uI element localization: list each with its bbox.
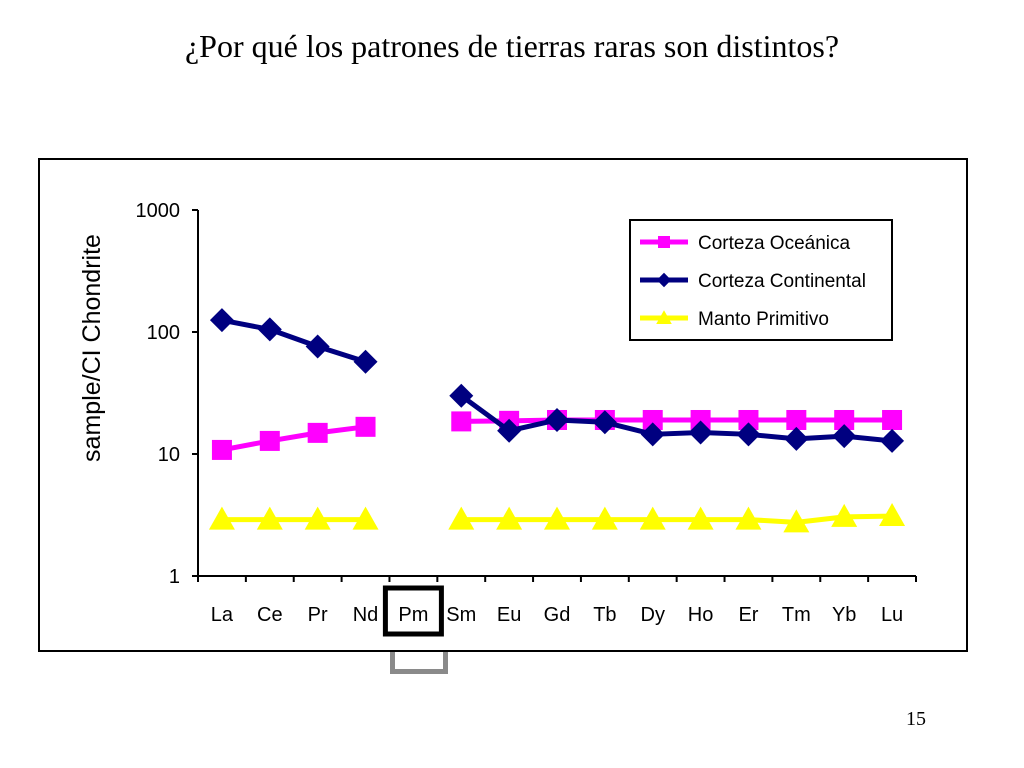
pm-placeholder-bracket (390, 652, 448, 674)
x-tick-label-sm: Sm (446, 604, 476, 626)
data-point-manto-primitivo-eu (496, 506, 523, 530)
data-point-manto-primitivo-gd (544, 506, 570, 530)
x-tick-label-nd: Nd (353, 604, 379, 626)
legend: Corteza Oceánica Corteza Continental Manto… (629, 219, 893, 341)
x-tick-label-gd: Gd (544, 604, 571, 626)
data-point-manto-primitivo-tm (783, 509, 810, 533)
x-tick-label-ce: Ce (257, 604, 283, 626)
series-line-corteza-oceanica (221, 424, 366, 453)
y-tick-label: 100 (147, 322, 180, 344)
data-point-corteza-oceanica-tm (786, 409, 807, 430)
legend-marker-manto-primitivo (656, 310, 672, 324)
data-point-manto-primitivo-la (208, 506, 235, 530)
data-point-corteza-continental-er (736, 422, 761, 447)
x-tick-label-lu: Lu (881, 604, 903, 626)
series-corteza-oceanica (211, 409, 903, 460)
chart-frame: sample/CI Chondrite 1 10 100 1000 La Ce Pr Nd Pm… (38, 158, 968, 652)
data-point-manto-primitivo-yb (831, 503, 858, 527)
data-point-manto-primitivo-sm (448, 506, 475, 530)
data-point-corteza-continental-eu (497, 418, 522, 443)
data-point-corteza-oceanica-ce (259, 430, 280, 451)
data-point-corteza-continental-tm (784, 426, 809, 451)
pm-highlight-box (382, 585, 444, 637)
data-point-corteza-oceanica-er (738, 409, 759, 430)
data-point-manto-primitivo-er (735, 506, 762, 530)
data-point-corteza-continental-ce (257, 317, 282, 342)
data-point-corteza-continental-tb (592, 410, 617, 435)
data-point-corteza-continental-nd (353, 349, 378, 374)
series-layer (208, 308, 906, 533)
data-point-corteza-oceanica-nd (355, 416, 376, 437)
y-tick-label: 1000 (136, 200, 181, 222)
legend-marker-corteza-oceanica (658, 236, 670, 248)
data-point-manto-primitivo-pr (304, 506, 331, 530)
data-point-corteza-oceanica-la (211, 439, 232, 460)
data-point-corteza-continental-dy (640, 422, 665, 447)
x-tick-label-tb: Tb (593, 604, 616, 626)
x-tick-label-la: La (211, 604, 234, 626)
data-point-corteza-continental-lu (880, 428, 905, 453)
legend-label-corteza-oceanica: Corteza Oceánica (698, 233, 851, 254)
x-tick-label-eu: Eu (497, 604, 521, 626)
slide-title: ¿Por qué los patrones de tierras raras s… (184, 28, 840, 64)
data-point-corteza-continental-yb (832, 424, 857, 449)
series-corteza-continental (209, 308, 905, 453)
legend-marker-corteza-continental (656, 272, 672, 288)
rare-earth-pattern-chart: sample/CI Chondrite 1 10 100 1000 La Ce Pr Nd Pm… (78, 200, 917, 637)
y-tick-label: 1 (169, 566, 180, 588)
data-point-corteza-oceanica-sm (451, 411, 472, 432)
axes: 1 10 100 1000 La Ce Pr Nd Pm Sm Eu Gd Tb Dy Ho Er Tm Yb Lu (136, 200, 917, 637)
data-point-corteza-continental-la (209, 308, 234, 333)
data-point-manto-primitivo-lu (879, 503, 906, 527)
data-point-corteza-oceanica-ho (690, 409, 711, 430)
data-point-corteza-continental-gd (545, 407, 569, 432)
x-tick-label-pr: Pr (308, 604, 328, 626)
series-line-manto-primitivo (461, 513, 893, 525)
data-point-manto-primitivo-dy (639, 506, 666, 530)
data-point-corteza-continental-ho (688, 420, 713, 445)
data-point-corteza-oceanica-dy (642, 409, 663, 430)
data-point-corteza-oceanica-yb (834, 409, 855, 430)
x-tick-label-pm: Pm (398, 604, 428, 626)
series-line-corteza-oceanica (461, 417, 893, 424)
series-line-corteza-continental (459, 393, 893, 444)
data-point-corteza-oceanica-lu (882, 409, 903, 430)
x-tick-label-ho: Ho (688, 604, 714, 626)
series-manto-primitivo (208, 503, 906, 533)
x-tick-label-yb: Yb (832, 604, 856, 626)
data-point-corteza-oceanica-pr (307, 422, 328, 443)
legend-label-corteza-continental: Corteza Continental (698, 271, 866, 292)
y-axis-label: sample/CI Chondrite (78, 234, 106, 462)
slide-number: 15 (906, 708, 926, 730)
data-point-manto-primitivo-ho (687, 506, 714, 530)
series-line-corteza-continental (221, 317, 367, 365)
data-point-corteza-continental-sm (449, 383, 474, 408)
data-point-manto-primitivo-ce (256, 506, 283, 530)
x-tick-label-tm: Tm (782, 604, 811, 626)
data-point-manto-primitivo-nd (352, 506, 379, 530)
legend-label-manto-primitivo: Manto Primitivo (698, 309, 829, 330)
x-tick-label-dy: Dy (641, 604, 665, 626)
data-point-corteza-continental-pr (305, 334, 330, 359)
x-tick-label-er: Er (738, 604, 758, 626)
data-point-manto-primitivo-tb (591, 506, 618, 530)
y-tick-label: 10 (158, 444, 180, 466)
